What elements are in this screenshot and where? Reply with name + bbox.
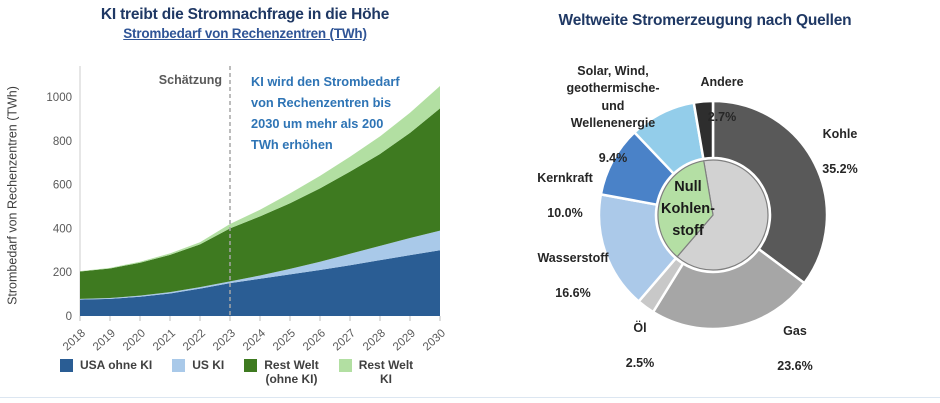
donut-chart-panel: Weltweite Stromerzeugung nach Quellen So… bbox=[470, 0, 940, 403]
y-tick-label: 600 bbox=[53, 180, 72, 192]
donut-slice-andere bbox=[692, 99, 715, 161]
bottom-divider bbox=[0, 397, 940, 398]
slice-label-solar-wind: Solar, Wind, geothermische- und Wellenen… bbox=[538, 45, 688, 168]
legend-label: Rest Welt KI bbox=[358, 358, 414, 386]
slice-pct: 16.6% bbox=[555, 285, 591, 300]
inner-pie-zero-carbon-wedge bbox=[657, 160, 714, 258]
x-tick-label: 2023 bbox=[211, 327, 238, 353]
legend-item-usa-ohne-ki: USA ohne KI bbox=[60, 358, 152, 372]
area-chart-subtitle: Strombedarf von Rechenzentren (TWh) bbox=[123, 26, 367, 41]
y-tick-label: 200 bbox=[53, 267, 72, 279]
area-chart-panel: 0 200 400 600 800 1000 2018 2019 2020 2021 2022 202… bbox=[5, 6, 460, 386]
slice-label-oel: Öl 2.5% bbox=[600, 302, 680, 372]
donut-chart-title: Weltweite Stromerzeugung nach Quellen bbox=[558, 12, 852, 29]
legend-swatch-us-ki bbox=[172, 359, 186, 372]
x-tick-label: 2020 bbox=[121, 327, 148, 353]
slice-name: Kernkraft bbox=[537, 170, 593, 185]
x-tick-label: 2029 bbox=[391, 327, 418, 353]
legend-label: Rest Welt (ohne KI) bbox=[264, 358, 319, 386]
annotation-text: KI wird den Strombedarf von Rechenzentre… bbox=[251, 74, 400, 152]
slice-label-kohle: Kohle 35.2% bbox=[795, 108, 885, 178]
slice-pct: 10.0% bbox=[547, 205, 583, 220]
x-tick-label: 2027 bbox=[331, 327, 358, 353]
x-tick-label: 2018 bbox=[61, 327, 88, 353]
donut-slice-gas bbox=[651, 247, 806, 331]
slice-pct: 35.2% bbox=[822, 161, 858, 176]
slice-name: Öl bbox=[633, 320, 647, 335]
slice-name: Andere bbox=[700, 74, 744, 89]
x-tick-label: 2025 bbox=[271, 327, 298, 353]
chart-legend: USA ohne KI US KI Rest Welt (ohne KI) Re… bbox=[60, 358, 460, 386]
legend-label: US KI bbox=[192, 358, 225, 372]
y-tick-label: 1000 bbox=[46, 92, 72, 104]
legend-item-rest-welt-ki: Rest Welt KI bbox=[338, 358, 414, 386]
legend-swatch-usa-ohne-ki bbox=[60, 359, 73, 372]
x-tick-label: 2022 bbox=[181, 327, 208, 353]
slice-pct: 9.4% bbox=[598, 151, 628, 165]
x-tick-label: 2024 bbox=[241, 327, 268, 353]
x-tick-label: 2030 bbox=[421, 327, 448, 353]
estimate-label: Schätzung bbox=[158, 73, 222, 87]
y-tick-label: 0 bbox=[66, 311, 72, 323]
y-tick-label: 400 bbox=[53, 223, 72, 235]
legend-item-us-ki: US KI bbox=[172, 358, 224, 372]
slice-pct: 2.7% bbox=[707, 109, 737, 124]
legend-swatch-rest-welt-ki bbox=[338, 359, 352, 372]
legend-item-rest-welt-ohne-ki: Rest Welt (ohne KI) bbox=[244, 358, 319, 386]
legend-label: USA ohne KI bbox=[80, 358, 153, 372]
inner-pie-carbon-wedge bbox=[676, 159, 769, 271]
slice-pct: 2.5% bbox=[625, 355, 655, 370]
x-tick-label: 2026 bbox=[301, 327, 328, 353]
slice-name: Solar, Wind, geothermische- und Wellenen… bbox=[566, 63, 660, 131]
slice-label-kernkraft: Kernkraft 10.0% bbox=[510, 152, 620, 222]
area-chart-title: KI treibt die Stromnachfrage in die Höhe bbox=[100, 6, 390, 23]
donut-chart bbox=[597, 99, 829, 331]
donut-center-label: Null Kohlen- stoff bbox=[661, 179, 715, 239]
slice-name: Gas bbox=[783, 323, 807, 338]
slice-name: Kohle bbox=[822, 126, 858, 141]
donut-slice-kohle bbox=[711, 99, 829, 285]
x-tick-label: 2021 bbox=[151, 327, 178, 353]
area-series-rest-welt-ohne-ki bbox=[80, 108, 440, 299]
x-tick-label: 2019 bbox=[91, 327, 118, 353]
x-tick-label: 2028 bbox=[361, 327, 388, 353]
area-series-usa-ohne-ki bbox=[80, 250, 440, 316]
y-tick-label: 800 bbox=[53, 136, 72, 148]
slice-label-gas: Gas 23.6% bbox=[755, 305, 835, 375]
slice-pct: 23.6% bbox=[777, 358, 813, 373]
slice-label-wasserstoff: Wasserstoff 16.6% bbox=[508, 232, 638, 302]
slice-name: Wasserstoff bbox=[537, 250, 609, 265]
y-axis-label: Strombedarf von Rechenzentren (TWh) bbox=[5, 86, 20, 305]
slice-label-andere: Andere 2.7% bbox=[682, 56, 762, 126]
legend-swatch-rest-welt-ohne-ki bbox=[244, 359, 258, 372]
